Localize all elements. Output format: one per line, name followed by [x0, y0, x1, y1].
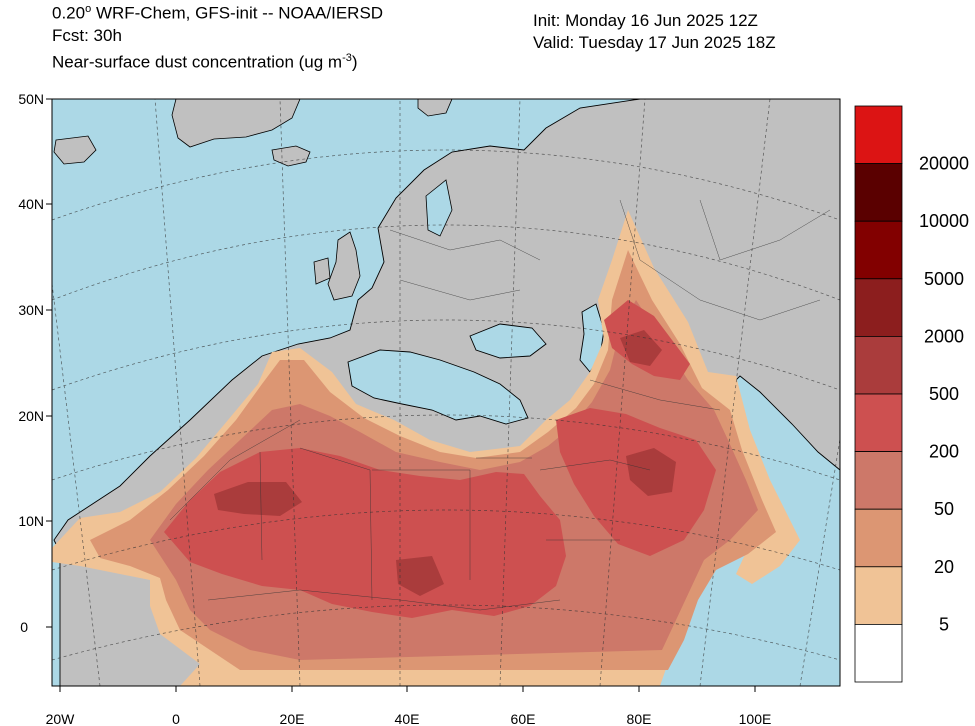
britain-landmass — [327, 231, 361, 301]
colorbar-swatch-8 — [854, 566, 903, 625]
lat-label-20n: 20N — [18, 408, 44, 424]
colorbar-swatch-0 — [854, 105, 903, 164]
colorbar-swatch-2 — [854, 220, 903, 280]
colorbar-swatch-1 — [854, 163, 903, 222]
colorbar-label-3: 2000 — [924, 326, 964, 346]
svalbard-landmass — [417, 99, 453, 117]
lat-label-30n: 30N — [18, 302, 44, 318]
time-block: Init: Monday 16 Jun 2025 12Z Valid: Tues… — [533, 10, 776, 54]
colorbar-swatch-5 — [854, 393, 903, 452]
longitude-axis: 20W 0 20E 40E 60E 80E 100E — [46, 686, 772, 726]
ireland-landmass — [313, 257, 331, 285]
country-borders — [169, 199, 831, 611]
colorbar-label-7: 20 — [934, 557, 954, 577]
dust-band-500-patch-2 — [396, 556, 444, 596]
forecast-hour: Fcst: 30h — [52, 25, 122, 45]
title-block: 0.20o WRF-Chem, GFS-init -- NOAA/IERSD F… — [52, 0, 383, 73]
baffin-landmass — [53, 135, 97, 165]
latitude-axis: 50N 40N 30N 20N 10N 0 — [18, 91, 52, 635]
colorbar-label-6: 50 — [934, 499, 954, 519]
lon-label-60e: 60E — [511, 711, 536, 726]
degree-symbol: o — [85, 3, 92, 15]
colorbar: 20000 10000 5000 2000 500 200 50 20 5 — [854, 105, 969, 683]
lon-label-100e: 100E — [739, 711, 772, 726]
graticule — [52, 99, 840, 686]
greenland-landmass — [171, 99, 301, 148]
colorbar-swatch-4 — [854, 335, 903, 395]
colorbar-label-4: 500 — [929, 384, 959, 404]
colorbar-swatch-7 — [854, 508, 903, 568]
valid-time: Valid: Tuesday 17 Jun 2025 18Z — [533, 33, 776, 52]
colorbar-label-0: 20000 — [919, 154, 969, 174]
colorbar-label-8: 5 — [939, 614, 949, 634]
lon-label-80e: 80E — [627, 711, 652, 726]
dust-concentration-field — [52, 210, 800, 686]
lon-label-20e: 20E — [280, 711, 305, 726]
lon-label-20w: 20W — [46, 711, 76, 726]
lon-label-0: 0 — [172, 711, 180, 726]
lon-label-40e: 40E — [395, 711, 420, 726]
colorbar-swatch-3 — [854, 278, 903, 337]
colorbar-label-2: 5000 — [924, 269, 964, 289]
lat-label-40n: 40N — [18, 196, 44, 212]
dust-band-500-patch-1 — [214, 482, 302, 516]
model-title: 0.20o WRF-Chem, GFS-init -- NOAA/IERSD — [52, 3, 384, 23]
colorbar-label-5: 200 — [929, 442, 959, 462]
map-panel — [52, 99, 840, 686]
colorbar-swatch-9 — [854, 624, 903, 683]
dust-band-500-patch-3 — [626, 448, 676, 496]
colorbar-label-1: 10000 — [919, 211, 969, 231]
baltic-sea — [425, 179, 453, 237]
lat-label-eq: 0 — [20, 619, 28, 635]
black-sea — [469, 323, 547, 359]
field-title: Near-surface dust concentration (ug m-3) — [52, 51, 358, 72]
lat-label-50n: 50N — [18, 91, 44, 107]
lat-label-10n: 10N — [18, 513, 44, 529]
init-time: Init: Monday 16 Jun 2025 12Z — [533, 11, 758, 30]
mediterranean-sea — [347, 349, 529, 425]
colorbar-swatch-6 — [854, 451, 903, 510]
map-frame — [51, 98, 841, 687]
